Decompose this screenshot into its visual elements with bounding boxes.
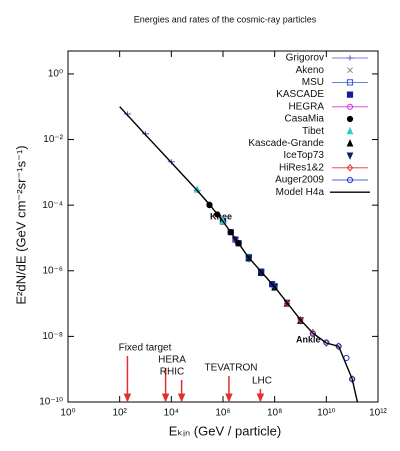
series — [309, 330, 356, 383]
legend-marker — [346, 55, 354, 61]
y-tick-label: 10⁻⁸ — [42, 331, 63, 342]
data-point — [335, 343, 342, 350]
x-tick-label: 10¹² — [369, 408, 387, 419]
model-line — [119, 106, 359, 403]
data-point — [323, 339, 330, 346]
data-point — [297, 315, 304, 324]
x-tick-label: 10¹⁰ — [317, 408, 335, 419]
legend-label: Akeno — [296, 65, 325, 76]
arrow-head — [256, 393, 265, 403]
legend-marker — [346, 126, 354, 135]
x-axis-label: Eₖᵢₙ (GeV / particle) — [169, 423, 281, 438]
arrow-head — [177, 393, 186, 403]
legend-label: Model H4a — [276, 187, 325, 198]
arrow-head — [123, 393, 132, 403]
annotation: Knee — [210, 211, 232, 221]
legend-label: Tibet — [302, 126, 324, 137]
legend-label: HiRes1&2 — [279, 162, 324, 173]
legend-marker — [346, 91, 354, 98]
legend-marker — [346, 163, 354, 172]
series — [119, 106, 359, 403]
annotation: Ankle — [296, 334, 321, 344]
accelerator-label: TEVATRON — [205, 363, 258, 374]
legend-label: MSU — [302, 77, 324, 88]
legend-marker — [346, 79, 354, 86]
accelerator-label: LHC — [252, 376, 272, 387]
chart-title: Energies and rates of the cosmic-ray par… — [134, 14, 317, 24]
y-tick-label: 10⁻² — [43, 134, 63, 145]
legend-marker — [347, 67, 353, 74]
legend-label: HEGRA — [288, 101, 324, 112]
data-point — [283, 299, 291, 308]
arrow-head — [225, 393, 233, 403]
plot-frame — [67, 50, 379, 403]
y-axis-label: E²dN/dE (GeV cm⁻²sr⁻¹s⁻¹) — [13, 145, 28, 304]
accelerator-label: RHIC — [160, 367, 184, 378]
legend-label: Auger2009 — [275, 175, 324, 186]
x-tick-label: 10² — [112, 408, 127, 419]
x-tick-label: 10⁰ — [60, 408, 75, 419]
legend-label: KASCADE — [276, 89, 324, 100]
y-tick-label: 10⁻¹⁰ — [39, 397, 63, 408]
legend-marker — [346, 176, 354, 184]
legend-label: Kascade-Grande — [248, 138, 324, 149]
legend-marker — [346, 139, 354, 147]
legend-marker — [346, 115, 354, 123]
data-point — [349, 376, 356, 383]
accelerator-label: HERA — [158, 355, 186, 366]
x-tick-label: 10⁸ — [267, 408, 282, 419]
legend-label: IceTop73 — [283, 150, 324, 161]
legend-marker — [346, 152, 354, 160]
legend-label: Grigorov — [286, 53, 324, 64]
y-tick-label: 10⁻⁶ — [42, 265, 63, 276]
arrow-head — [161, 393, 170, 403]
y-tick-label: 10⁻⁴ — [42, 200, 63, 211]
legend-marker — [346, 103, 354, 110]
data-point — [348, 375, 356, 383]
accelerator-label: Fixed target — [119, 343, 172, 354]
legend-label: CasaMia — [285, 114, 325, 125]
x-tick-label: 10⁴ — [164, 408, 179, 419]
y-tick-label: 10⁰ — [48, 69, 63, 80]
x-tick-label: 10⁶ — [215, 408, 230, 419]
